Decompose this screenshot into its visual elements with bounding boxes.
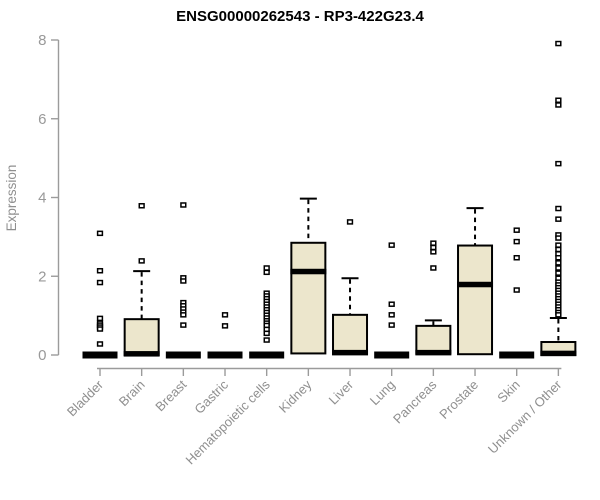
box-group-lung	[374, 242, 410, 359]
plot-area	[82, 40, 577, 359]
y-tick-label: 6	[38, 111, 46, 128]
outlier-point	[513, 227, 520, 233]
outlier-point	[180, 278, 187, 284]
outlier-point	[388, 301, 395, 307]
box-group-pancreas	[415, 240, 452, 356]
outlier-point	[555, 246, 562, 253]
outlier-point	[555, 205, 562, 212]
box-group-liver	[332, 219, 369, 356]
outlier-point	[96, 315, 104, 322]
collapsed-box	[165, 351, 201, 359]
outlier-point	[388, 322, 395, 328]
outlier-point	[513, 238, 520, 245]
outlier-point	[513, 287, 520, 293]
outlier-point	[180, 312, 187, 318]
outlier-point	[180, 202, 187, 208]
outlier-point	[555, 216, 562, 222]
box-group-gastric	[207, 312, 243, 359]
box-group-hematopoietic-cells	[249, 265, 285, 359]
outlier-point	[96, 341, 104, 347]
x-tick-label: Pancreas	[390, 377, 440, 427]
collapsed-box	[374, 351, 410, 359]
median-line	[123, 351, 160, 357]
y-tick-label: 4	[38, 190, 46, 207]
x-tick-label: Breast	[152, 377, 189, 414]
box-group-kidney	[290, 197, 327, 355]
collapsed-box	[249, 351, 285, 359]
outlier-point	[430, 249, 437, 255]
outlier-point	[263, 337, 270, 343]
outlier-point	[555, 260, 562, 266]
box-group-bladder	[82, 230, 118, 359]
median-line	[540, 350, 577, 357]
chart-title: ENSG00000262543 - RP3-422G23.4	[176, 8, 424, 25]
x-tick-label: Lung	[367, 377, 398, 408]
x-tick-label: Liver	[326, 377, 357, 408]
outlier-point	[138, 258, 145, 264]
box-group-prostate	[457, 207, 494, 356]
median-line	[415, 349, 452, 356]
x-tick-label: Skin	[494, 377, 522, 405]
outlier-point	[221, 312, 229, 318]
x-tick-label: Gastric	[191, 377, 231, 417]
outlier-point	[263, 269, 270, 276]
median-line	[457, 281, 494, 288]
collapsed-box	[82, 351, 118, 359]
outlier-point	[346, 219, 354, 225]
outlier-point	[555, 97, 562, 103]
outlier-point	[263, 265, 270, 271]
outlier-point	[96, 267, 104, 274]
y-tick-label: 0	[38, 347, 46, 364]
outlier-point	[430, 240, 437, 246]
collapsed-box	[499, 351, 535, 359]
outlier-point	[96, 279, 104, 286]
x-tick-label: Unknown / Other	[485, 377, 565, 457]
outlier-point	[555, 160, 562, 167]
outlier-point	[221, 323, 229, 329]
box-group-unknown-other	[540, 40, 577, 357]
x-tick-label: Bladder	[64, 377, 107, 420]
box	[457, 244, 494, 356]
outlier-point	[430, 265, 437, 271]
outlier-point	[263, 330, 270, 337]
y-tick-label: 8	[38, 32, 46, 49]
x-tick-label: Kidney	[276, 377, 315, 416]
outlier-point	[555, 102, 562, 108]
outlier-point	[555, 235, 562, 241]
outlier-point	[555, 265, 562, 271]
outlier-point	[555, 40, 562, 47]
x-tick-label: Brain	[116, 377, 148, 409]
outlier-point	[513, 254, 520, 261]
outlier-point	[555, 242, 562, 248]
outlier-point	[96, 326, 104, 332]
outlier-point	[96, 230, 104, 237]
box	[415, 324, 452, 355]
outlier-point	[388, 312, 395, 318]
outlier-point	[180, 322, 187, 328]
box	[123, 318, 160, 357]
box	[332, 313, 369, 355]
outlier-point	[555, 254, 562, 261]
outlier-point	[430, 244, 437, 251]
median-line	[290, 268, 327, 275]
y-tick-label: 2	[38, 268, 46, 285]
collapsed-box	[207, 351, 243, 359]
outlier-point	[555, 312, 562, 318]
outlier-point	[555, 270, 562, 276]
median-line	[332, 349, 369, 356]
outlier-point	[388, 242, 395, 248]
outlier-point	[138, 203, 145, 209]
x-tick-label: Prostate	[436, 377, 481, 422]
y-axis-label: Expression	[4, 165, 19, 232]
box-group-skin	[499, 227, 535, 359]
box	[290, 241, 327, 355]
box-group-brain	[123, 203, 160, 357]
box-group-breast	[165, 202, 201, 359]
